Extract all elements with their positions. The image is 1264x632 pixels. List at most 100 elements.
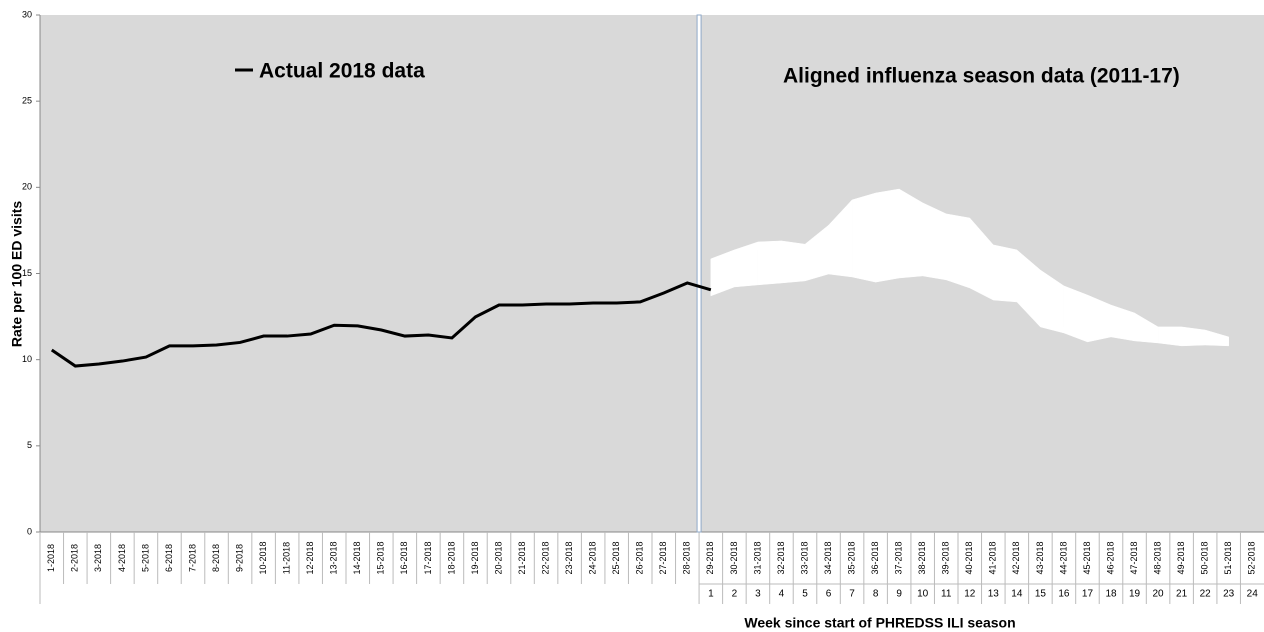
week-label: 17 [1082,589,1094,600]
band-segment [1181,326,1206,347]
x-tick-label: 25-2018 [611,541,621,574]
x-tick-label: 15-2018 [376,541,386,574]
x-tick-label: 13-2018 [329,541,339,574]
week-label: 6 [826,589,832,600]
x-tick-label: 19-2018 [470,541,480,574]
week-label: 10 [917,589,929,600]
week-label: 9 [896,589,902,600]
x-tick-label: 28-2018 [682,541,692,574]
x-tick-label: 45-2018 [1082,541,1092,574]
x-tick-label: 7-2018 [187,544,197,572]
band-segment [851,192,876,283]
x-tick-label: 40-2018 [964,541,974,574]
week-label: 13 [988,589,1000,600]
week-label: 4 [779,589,785,600]
week-label: 7 [849,589,855,600]
week-label: 8 [873,589,879,600]
y-tick-label: 10 [22,354,32,364]
x-tick-label: 14-2018 [352,541,362,574]
band-segment [945,213,971,289]
y-tick-label: 25 [22,96,32,106]
x-tick-label: 36-2018 [870,541,880,574]
season-divider [696,14,702,533]
band-segment [993,244,1018,303]
x-tick-label: 1-2018 [46,544,56,572]
week-label: 19 [1129,589,1141,600]
band-segment [781,240,806,284]
x-tick-label: 2-2018 [70,544,80,572]
week-label: 21 [1176,589,1188,600]
plot-background [40,15,1264,532]
y-tick-label: 5 [27,440,32,450]
x-tick-label: 34-2018 [823,541,833,574]
x-tick-label: 21-2018 [517,541,527,574]
band-annotation: Aligned influenza season data (2011-17) [783,65,1180,88]
x-tick-label: 4-2018 [117,544,127,572]
x-tick-label: 10-2018 [258,541,268,574]
x-tick-label: 49-2018 [1176,541,1186,574]
x-tick-label: 17-2018 [423,541,433,574]
x-tick-label: 33-2018 [799,541,809,574]
week-label: 3 [755,589,761,600]
x-tick-label: 39-2018 [941,541,951,574]
x-tick-label: 37-2018 [894,541,904,574]
x-tick-label: 35-2018 [846,541,856,574]
week-label: 5 [802,589,808,600]
band-segment [734,241,759,288]
band-segment [875,188,900,283]
x-tick-label: 51-2018 [1223,541,1233,574]
x-tick-label: 11-2018 [282,542,292,574]
x-tick-label: 47-2018 [1129,541,1139,574]
week-label: 20 [1153,589,1165,600]
x-tick-label: 22-2018 [540,541,550,574]
week-label: 22 [1200,589,1212,600]
x-tick-label: 8-2018 [211,544,221,572]
x-tick-label: 23-2018 [564,541,574,574]
x-tick-label: 52-2018 [1247,541,1257,574]
week-label: 14 [1011,589,1023,600]
x-tick-label: 3-2018 [93,544,103,572]
x-tick-label: 32-2018 [776,541,786,574]
x-tick-label: 44-2018 [1058,541,1068,574]
x-tick-label: 46-2018 [1105,541,1115,574]
x-tick-label: 48-2018 [1152,541,1162,574]
x-tick-label: 12-2018 [305,541,315,574]
x-tick-label: 18-2018 [446,541,456,574]
x-tick-label: 9-2018 [234,544,244,572]
x-tick-label: 27-2018 [658,541,668,574]
x-axis-label: Week since start of PHREDSS ILI season [744,615,1015,631]
week-label: 24 [1247,589,1259,600]
x-tick-label: 41-2018 [988,541,998,574]
data-line [50,281,712,368]
y-tick-label: 0 [27,526,32,536]
y-tick-label: 30 [22,9,32,19]
x-tick-label: 24-2018 [588,541,598,574]
legend-label: Actual 2018 data [259,60,425,83]
y-tick-label: 20 [22,182,32,192]
x-tick-label: 43-2018 [1035,541,1045,574]
x-tick-label: 50-2018 [1200,541,1210,574]
band-segment [922,202,947,281]
y-axis-label: Rate per 100 ED visits [9,201,25,348]
band-segment [1063,285,1088,343]
x-tick-label: 20-2018 [493,541,503,574]
week-label: 23 [1223,589,1235,600]
week-label: 11 [941,589,952,600]
week-label: 15 [1035,589,1047,600]
x-tick-label: 5-2018 [140,544,150,572]
band-segment [1204,329,1229,347]
x-tick-label: 6-2018 [164,544,174,572]
week-label: 12 [964,589,976,600]
band-segment [757,240,782,286]
week-label: 18 [1105,589,1117,600]
week-label: 16 [1058,589,1070,600]
x-tick-label: 30-2018 [729,541,739,574]
band-segment [898,188,923,279]
x-tick-label: 38-2018 [917,541,927,574]
x-tick-label: 42-2018 [1011,541,1021,574]
y-tick-label: 15 [22,268,32,278]
week-label: 1 [708,589,714,600]
x-tick-label: 31-2018 [752,541,762,574]
x-tick-label: 29-2018 [705,541,715,574]
